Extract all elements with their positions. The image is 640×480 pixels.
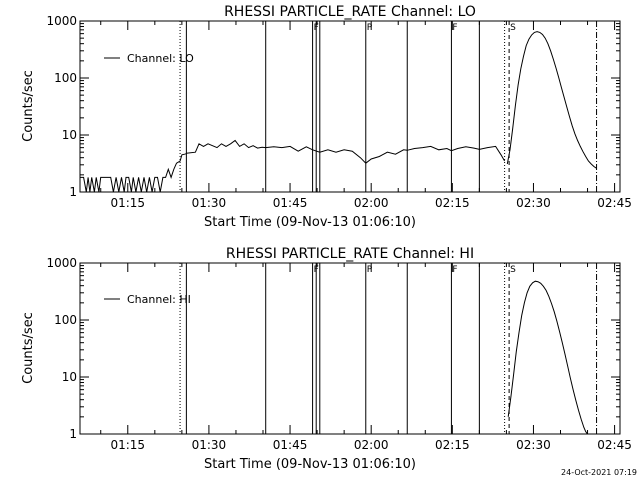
x-axis-label: Start Time (09-Nov-13 01:06:10) xyxy=(204,215,416,230)
y-tick-label: 10 xyxy=(62,370,77,384)
x-tick-label: 01:45 xyxy=(273,438,308,452)
x-tick-label: 02:30 xyxy=(516,196,551,210)
chart-panel-hi: RHESSI PARTICLE_RATE Channel: HI FPFS 11… xyxy=(21,246,632,472)
legend-entry: Channel: HI xyxy=(127,293,191,306)
y-axis-label: Counts/sec xyxy=(21,312,36,384)
x-tick-label: 02:15 xyxy=(435,438,470,452)
event-flag-label: F xyxy=(452,265,457,275)
x-tick-label: 02:15 xyxy=(435,196,470,210)
y-tick-label: 1 xyxy=(69,185,77,199)
event-flag-label: P xyxy=(367,265,373,275)
series-lines xyxy=(80,31,597,193)
chart-title: RHESSI PARTICLE_RATE Channel: HI xyxy=(226,246,474,262)
y-tick-label: 1 xyxy=(69,427,77,441)
event-markers: FPFS xyxy=(179,21,598,192)
event-markers: FPFS xyxy=(179,263,598,434)
series-line xyxy=(186,139,506,164)
chart-title: RHESSI PARTICLE_RATE Channel: LO xyxy=(224,4,476,20)
x-tick-label: 01:30 xyxy=(192,438,227,452)
x-tick-label: 01:15 xyxy=(110,196,145,210)
chart-panel-lo: RHESSI PARTICLE_RATE Channel: LO FPFS 11… xyxy=(21,4,632,230)
event-flag-label: S xyxy=(510,265,516,275)
y-tick-label: 100 xyxy=(54,71,77,85)
series-line xyxy=(506,31,597,169)
x-tick-label: 02:00 xyxy=(354,196,389,210)
x-tick-label: 02:45 xyxy=(597,196,632,210)
x-axis-ticks: 01:15 01:30 01:45 02:00 02:15 02:30 02:45 xyxy=(100,263,632,452)
y-tick-label: 100 xyxy=(54,313,77,327)
x-tick-label: 01:45 xyxy=(273,196,308,210)
x-tick-label: 02:00 xyxy=(354,438,389,452)
legend: Channel: LO xyxy=(104,52,194,65)
plot-frame xyxy=(79,20,621,193)
y-tick-label: 10 xyxy=(62,128,77,142)
series-line xyxy=(507,280,588,435)
x-tick-label: 01:15 xyxy=(110,438,145,452)
event-flag-label: F xyxy=(452,23,457,33)
series-lines xyxy=(507,280,588,435)
y-axis-label: Counts/sec xyxy=(21,70,36,142)
series-line xyxy=(80,153,187,193)
x-tick-label: 02:45 xyxy=(597,438,632,452)
y-axis-ticks: 1 10 100 1000 xyxy=(46,14,620,199)
legend: Channel: HI xyxy=(104,293,191,306)
y-tick-label: 1000 xyxy=(46,256,77,270)
legend-entry: Channel: LO xyxy=(127,52,194,65)
timestamp: 24-Oct-2021 07:19 xyxy=(561,468,637,477)
plot-frame xyxy=(79,262,621,435)
y-axis-ticks: 1 10 100 1000 xyxy=(46,256,620,441)
x-tick-label: 02:30 xyxy=(516,438,551,452)
x-axis-ticks: 01:15 01:30 01:45 02:00 02:15 02:30 02:45 xyxy=(100,21,632,210)
event-flag-label: P xyxy=(367,23,373,33)
x-tick-label: 01:30 xyxy=(192,196,227,210)
y-tick-label: 1000 xyxy=(46,14,77,28)
event-flag-label: S xyxy=(510,23,516,33)
x-axis-label: Start Time (09-Nov-13 01:06:10) xyxy=(204,457,416,472)
